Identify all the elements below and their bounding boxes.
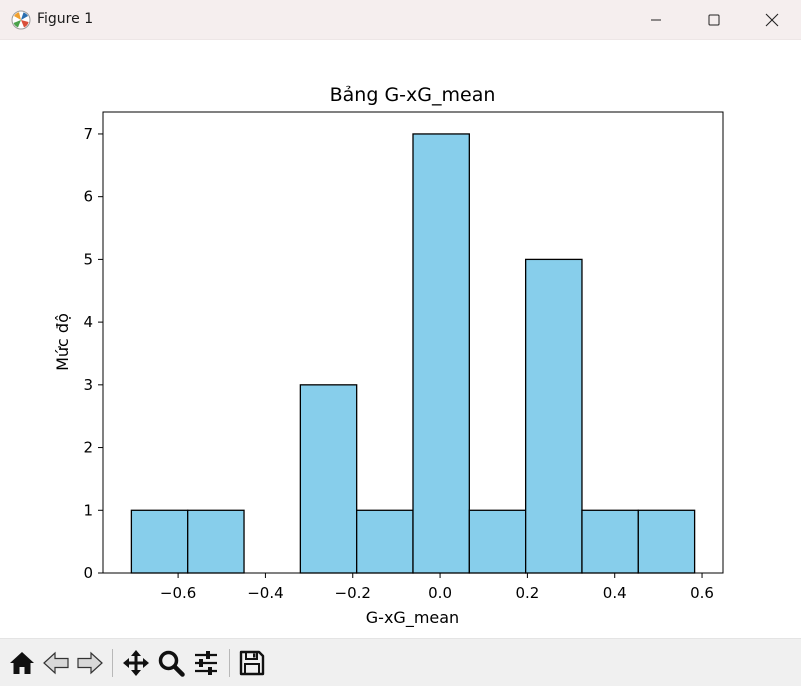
- y-tick-label: 3: [83, 376, 93, 394]
- figure-canvas[interactable]: Bảng G-xG_mean −0.6 −0.4 −0.2 0.0 0.2 0.4 0.6 …: [0, 40, 801, 637]
- pan-icon: [123, 650, 149, 676]
- x-axis-label: G-xG_mean: [366, 608, 459, 628]
- histogram-chart: Bảng G-xG_mean −0.6 −0.4 −0.2 0.0 0.2 0.4 0.6 …: [53, 84, 724, 628]
- x-tick-label: −0.6: [160, 584, 196, 602]
- save-button[interactable]: [236, 647, 268, 679]
- pan-button[interactable]: [120, 647, 152, 679]
- y-tick-label: 5: [83, 250, 93, 268]
- minimize-icon: [651, 19, 661, 20]
- y-tick-label: 7: [83, 125, 93, 143]
- minimize-button[interactable]: [627, 0, 685, 39]
- histogram-bar: [412, 133, 470, 574]
- histogram-bar: [130, 509, 189, 574]
- y-tick-label: 0: [83, 564, 93, 582]
- chart-title: Bảng G-xG_mean: [330, 84, 496, 106]
- back-button[interactable]: [40, 647, 72, 679]
- axes-frame: [102, 111, 724, 574]
- navigation-toolbar: [0, 638, 801, 686]
- maximize-button[interactable]: [685, 0, 743, 39]
- x-tick-label: 0.0: [428, 584, 452, 602]
- zoom-button[interactable]: [155, 647, 187, 679]
- x-axis-ticks: −0.6 −0.4 −0.2 0.0 0.2 0.4 0.6: [160, 573, 714, 602]
- histogram-bar: [524, 258, 583, 574]
- y-tick-label: 2: [83, 439, 93, 457]
- x-tick-label: −0.2: [335, 584, 371, 602]
- toolbar-separator: [112, 649, 113, 677]
- configure-subplots-icon: [195, 651, 217, 675]
- histogram-bar: [299, 384, 358, 574]
- x-tick-label: 0.6: [690, 584, 714, 602]
- zoom-icon: [158, 650, 185, 677]
- histogram-bar: [356, 509, 414, 574]
- toolbar-separator: [229, 649, 230, 677]
- histogram-bar: [637, 509, 696, 574]
- forward-icon: [77, 651, 103, 675]
- close-icon: [765, 13, 779, 26]
- histogram-bar: [468, 509, 527, 574]
- y-tick-label: 1: [83, 501, 93, 519]
- y-tick-label: 4: [83, 313, 93, 331]
- window-title: Figure 1: [37, 11, 94, 27]
- matplotlib-icon: [11, 10, 31, 30]
- y-axis-label: Mức độ: [53, 313, 72, 371]
- save-icon: [239, 650, 265, 676]
- y-axis-ticks: 0 1 2 3 4 5 6 7: [83, 125, 103, 582]
- home-button[interactable]: [6, 647, 38, 679]
- x-tick-label: 0.4: [603, 584, 627, 602]
- configure-subplots-button[interactable]: [190, 647, 222, 679]
- close-button[interactable]: [743, 0, 801, 39]
- home-icon: [10, 652, 34, 674]
- histogram-bar: [581, 509, 639, 574]
- back-icon: [43, 651, 69, 675]
- maximize-icon: [708, 14, 720, 25]
- bars-group: [130, 133, 696, 574]
- x-tick-label: 0.2: [515, 584, 539, 602]
- x-tick-label: −0.4: [247, 584, 283, 602]
- title-bar[interactable]: Figure 1: [0, 0, 801, 40]
- y-tick-label: 6: [83, 188, 93, 206]
- forward-button[interactable]: [74, 647, 106, 679]
- histogram-bar: [187, 509, 245, 574]
